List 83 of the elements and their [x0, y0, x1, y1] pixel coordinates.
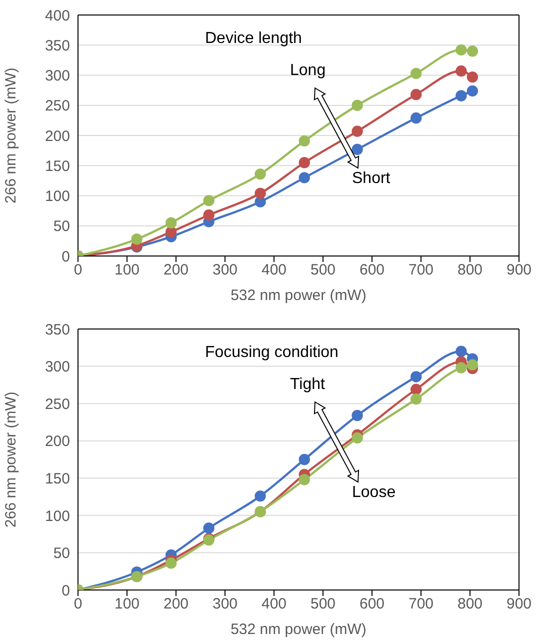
x-tick-label: 100 [114, 596, 140, 613]
y-axis-title: 266 nm power (mW) [2, 392, 20, 528]
point [352, 126, 363, 137]
x-tick-label: 300 [212, 596, 238, 613]
point [456, 346, 467, 357]
point [166, 558, 177, 569]
x-tick-label: 600 [359, 596, 385, 613]
point [254, 188, 266, 199]
x-tick-label: 900 [506, 262, 532, 279]
x-axis-title: 532 nm power (mW) [230, 621, 366, 638]
x-tick-label: 200 [163, 262, 189, 279]
point [456, 90, 467, 102]
annotation: Loose [352, 484, 396, 502]
point [166, 226, 177, 238]
y-tick-label: 300 [44, 68, 70, 85]
y-tick-label: 300 [44, 358, 70, 376]
point [466, 85, 478, 97]
point [254, 490, 266, 502]
point [166, 217, 177, 228]
y-tick-label: 0 [62, 248, 70, 266]
y-tick-label: 150 [44, 158, 70, 175]
y-tick-label: 50 [53, 218, 70, 236]
point [298, 157, 310, 168]
point [203, 209, 214, 221]
point [298, 135, 310, 147]
x-tick-label: 0 [74, 262, 82, 279]
y-tick-label: 250 [44, 98, 70, 115]
point [466, 359, 478, 370]
x-tick-label: 500 [310, 596, 336, 613]
x-tick-label: 0 [74, 596, 82, 613]
y-tick-label: 250 [44, 396, 70, 413]
point [254, 168, 266, 180]
point [410, 112, 422, 124]
x-axis-title: 532 nm power (mW) [230, 287, 366, 304]
x-tick-label: 900 [506, 596, 532, 613]
point [466, 71, 478, 83]
point [352, 144, 363, 155]
point [456, 362, 467, 374]
point [456, 65, 467, 77]
point [254, 196, 266, 208]
x-tick-label: 200 [163, 596, 189, 613]
point [352, 410, 363, 422]
point [352, 100, 363, 111]
y-tick-label: 0 [62, 582, 70, 600]
point [410, 88, 422, 100]
annotation: Device length [205, 30, 302, 48]
point [410, 371, 422, 382]
annotation: Long [290, 62, 326, 80]
point [298, 172, 310, 184]
y-tick-label: 50 [53, 545, 70, 562]
y-tick-label: 400 [44, 7, 70, 24]
annotation: Tight [290, 376, 325, 394]
annotation: Short [352, 170, 390, 188]
x-tick-label: 300 [212, 262, 238, 279]
x-tick-label: 100 [114, 262, 140, 279]
x-tick-label: 400 [261, 262, 287, 279]
x-tick-label: 700 [408, 262, 434, 279]
point [410, 68, 422, 80]
y-tick-label: 200 [44, 433, 70, 450]
point [352, 432, 363, 444]
point [298, 474, 310, 486]
y-tick-label: 100 [44, 508, 70, 525]
x-tick-label: 700 [408, 596, 434, 613]
x-tick-label: 500 [310, 262, 336, 279]
y-axis-title: 266 nm power (mW) [2, 68, 20, 204]
y-tick-label: 350 [44, 321, 70, 338]
point [203, 194, 214, 206]
point [410, 393, 422, 405]
point [410, 384, 422, 396]
point [456, 44, 467, 56]
point [131, 234, 142, 245]
x-tick-label: 600 [359, 262, 385, 279]
point [203, 522, 214, 534]
annotation: Focusing condition [205, 344, 338, 362]
x-tick-label: 800 [457, 262, 483, 279]
y-tick-label: 100 [44, 188, 70, 206]
y-tick-label: 150 [44, 470, 70, 488]
point [466, 46, 478, 57]
y-tick-label: 350 [44, 37, 70, 54]
x-tick-label: 800 [457, 596, 483, 613]
x-tick-label: 400 [261, 596, 287, 613]
y-tick-label: 200 [44, 128, 70, 145]
point [298, 454, 310, 466]
